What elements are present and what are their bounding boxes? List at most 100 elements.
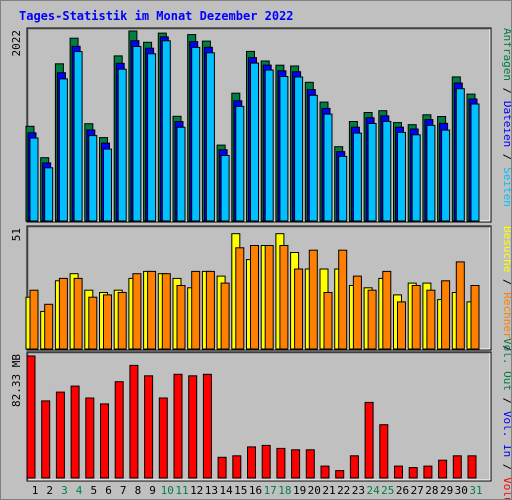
bar-seiten-day-5 [88, 135, 98, 222]
bar-rechner-day-23 [352, 275, 362, 350]
bar-volumen-day-14 [217, 456, 227, 479]
top-ymax-label: 2022 [10, 30, 23, 57]
x-label-day-2: 2 [46, 484, 53, 497]
bar-volumen-day-28 [423, 465, 433, 479]
chart-title: Tages-Statistik im Monat Dezember 2022 [19, 9, 294, 23]
bar-volumen-day-16 [247, 446, 256, 479]
x-label-day-28: 28 [425, 484, 438, 497]
bar-volumen-day-24 [364, 401, 374, 479]
bar-rechner-day-1 [29, 289, 39, 350]
bar-rechner-day-17 [264, 245, 274, 350]
legend-vol-in: Vol. In [501, 411, 511, 457]
x-label-day-21: 21 [322, 484, 335, 497]
x-label-day-30: 30 [455, 484, 468, 497]
bar-rechner-day-2 [44, 303, 54, 350]
bar-volumen-day-21 [320, 465, 330, 479]
bar-seiten-day-23 [352, 132, 362, 222]
legend-sep-3: / [501, 279, 511, 286]
x-label-day-31: 31 [469, 484, 482, 497]
bar-seiten-day-16 [250, 62, 259, 222]
bar-seiten-day-10 [161, 40, 171, 222]
bar-volumen-day-17 [261, 444, 271, 479]
mid-ymax-label: 51 [10, 228, 23, 241]
bar-volumen-day-27 [408, 467, 418, 479]
bar-volumen-day-25 [379, 424, 389, 479]
bar-seiten-day-22 [338, 155, 348, 222]
bar-volumen-day-29 [438, 459, 448, 479]
bar-rechner-day-18 [279, 245, 289, 350]
legend-seiten: Seiten [501, 167, 511, 207]
bar-volumen-day-8 [129, 364, 139, 479]
legend-sep-5: / [501, 398, 511, 405]
bar-seiten-day-28 [426, 124, 436, 222]
bar-seiten-day-7 [117, 68, 127, 222]
x-label-day-25: 25 [381, 484, 394, 497]
bar-rechner-day-15 [235, 247, 245, 350]
legend-vol-out: Vol. Out [501, 338, 511, 391]
bar-seiten-day-21 [323, 113, 333, 222]
bars-requests [25, 30, 480, 222]
x-label-day-7: 7 [120, 484, 127, 497]
bar-rechner-day-21 [323, 292, 333, 350]
bar-rechner-day-16 [250, 245, 259, 350]
bar-rechner-day-25 [382, 270, 392, 350]
bar-volumen-day-7 [114, 381, 124, 479]
bar-rechner-day-12 [191, 270, 201, 350]
bar-rechner-day-24 [367, 289, 377, 350]
x-label-day-26: 26 [396, 484, 409, 497]
bar-seiten-day-11 [176, 126, 186, 222]
bar-seiten-day-30 [455, 88, 465, 222]
x-label-day-14: 14 [219, 484, 233, 497]
bar-seiten-day-20 [308, 94, 318, 222]
x-label-day-10: 10 [161, 484, 174, 497]
bar-seiten-day-12 [191, 46, 201, 222]
x-label-day-19: 19 [293, 484, 306, 497]
bar-rechner-day-28 [426, 289, 436, 350]
legend-sep-6: / [501, 464, 511, 471]
bar-rechner-day-20 [308, 249, 318, 350]
bar-rechner-day-27 [411, 285, 421, 350]
bars-visits [25, 233, 480, 350]
bar-seiten-day-31 [470, 103, 480, 222]
bar-seiten-day-25 [382, 120, 392, 222]
legend-top: Anfragen / Dateien / Seiten [501, 28, 511, 207]
bar-seiten-day-8 [132, 46, 142, 222]
bar-rechner-day-22 [338, 249, 348, 350]
bar-volumen-day-11 [173, 373, 183, 479]
bar-volumen-day-13 [202, 373, 212, 479]
bar-rechner-day-7 [117, 292, 127, 350]
x-label-day-24: 24 [366, 484, 380, 497]
bar-seiten-day-17 [264, 69, 274, 222]
bar-volumen-day-4 [70, 385, 80, 479]
bar-rechner-day-3 [58, 277, 68, 350]
bar-volumen-day-23 [349, 455, 359, 479]
legend-sep-1: / [501, 88, 511, 95]
bar-volumen-day-1 [26, 355, 36, 479]
x-label-day-17: 17 [264, 484, 277, 497]
x-label-day-27: 27 [411, 484, 424, 497]
bar-rechner-day-11 [176, 285, 186, 350]
bar-seiten-day-13 [205, 52, 215, 222]
bar-volumen-day-2 [41, 400, 51, 479]
bar-seiten-day-4 [73, 51, 83, 222]
bar-volumen-day-6 [100, 403, 109, 479]
bar-seiten-day-18 [279, 76, 289, 222]
legend-besuche: Besuche [501, 226, 511, 272]
x-label-day-11: 11 [175, 484, 188, 497]
bar-rechner-day-19 [294, 268, 304, 350]
bar-rechner-day-4 [73, 277, 83, 350]
bar-volumen-day-5 [85, 397, 95, 479]
x-label-day-29: 29 [440, 484, 453, 497]
bar-rechner-day-29 [441, 280, 451, 350]
x-axis-labels: 1 2 3 4 5 6 7 8 9 10 11 12 13 14 15 16 17 18 19 20 21 22 23 24 2… [32, 484, 483, 497]
x-label-day-12: 12 [190, 484, 203, 497]
legend-dateien: Dateien [501, 101, 511, 147]
bar-rechner-day-31 [470, 285, 480, 350]
x-label-day-3: 3 [61, 484, 68, 497]
legend-volumen: Volumen [501, 477, 511, 499]
bar-seiten-day-1 [29, 137, 39, 222]
bar-rechner-day-9 [147, 270, 157, 350]
bar-seiten-day-6 [103, 148, 112, 222]
legend-sep-2: / [501, 154, 511, 161]
